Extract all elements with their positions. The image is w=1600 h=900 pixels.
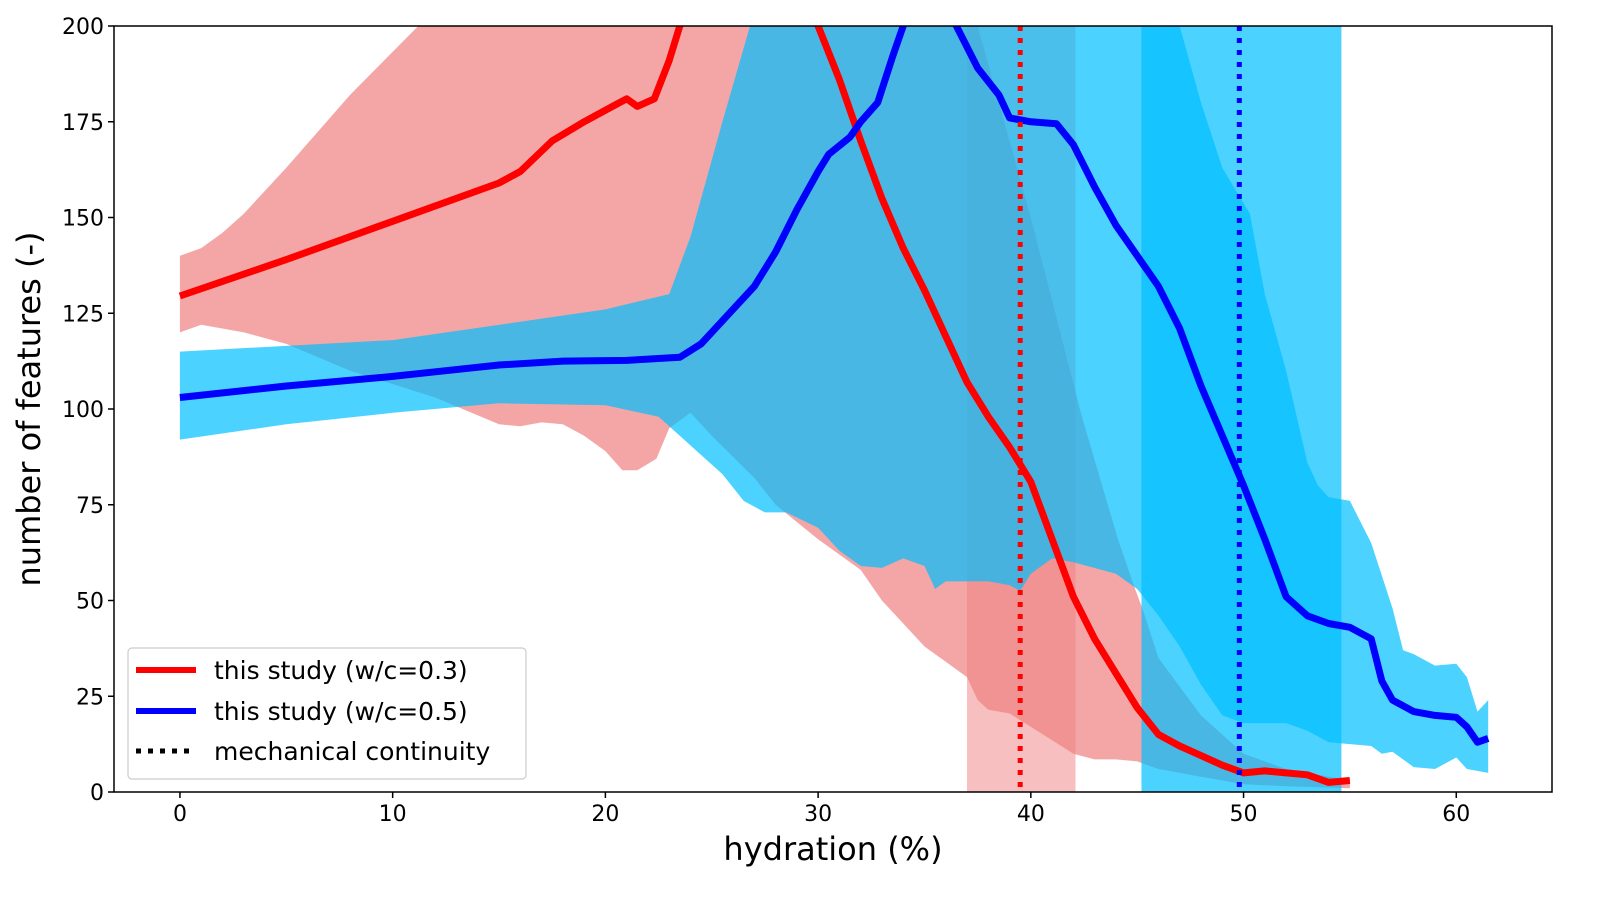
y-tick-label: 100 (62, 398, 104, 423)
y-tick-label: 75 (76, 494, 104, 519)
x-axis-label: hydration (%) (723, 830, 942, 868)
legend-box (127, 647, 527, 780)
x-axis: 0 10 20 30 40 50 60 (173, 792, 1470, 827)
series-line-0 (178, 26, 1351, 786)
y-tick-label: 125 (62, 302, 104, 327)
y-tick-label: 200 (62, 15, 104, 40)
x-tick-label: 30 (804, 802, 832, 827)
series-line-1 (179, 26, 1490, 746)
y-tick-label: 175 (62, 111, 104, 136)
y-tick-label: 50 (76, 590, 104, 615)
x-tick-label: 20 (591, 802, 619, 827)
y-tick-label: 25 (76, 685, 104, 710)
x-tick-label: 40 (1017, 802, 1045, 827)
x-tick-label: 60 (1442, 802, 1470, 827)
legend: this study (w/c=0.3) this study (w/c=0.5… (127, 647, 527, 780)
legend-label-dotted: mechanical continuity (214, 737, 490, 766)
x-tick-label: 0 (173, 802, 187, 827)
legend-label-red: this study (w/c=0.3) (214, 656, 468, 685)
plot-area (178, 26, 1490, 792)
legend-label-blue: this study (w/c=0.5) (214, 697, 468, 726)
y-axis: 0 25 50 75 100 125 150 175 200 (62, 15, 114, 806)
y-tick-label: 0 (90, 781, 104, 806)
y-tick-label: 150 (62, 207, 104, 232)
x-tick-label: 50 (1230, 802, 1258, 827)
y-axis-label: number of features (-) (10, 232, 48, 587)
x-tick-label: 10 (379, 802, 407, 827)
